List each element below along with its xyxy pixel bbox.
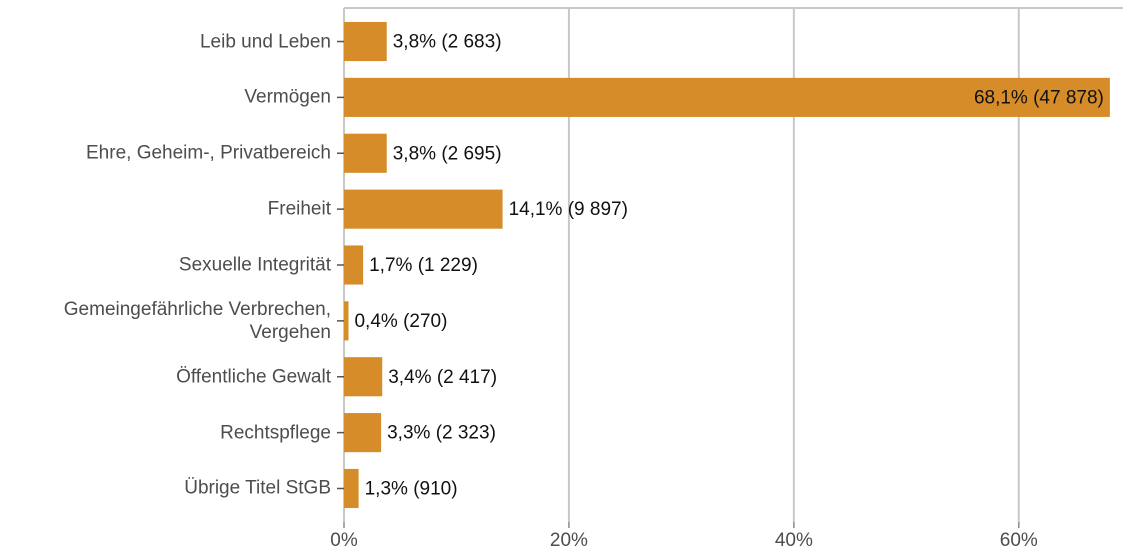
bar (344, 133, 387, 173)
bar (344, 357, 383, 397)
value-label: 0,4% (270) (354, 311, 447, 332)
bar (344, 468, 359, 509)
y-tick-label: Vermögen (244, 86, 331, 108)
bar (344, 77, 1110, 117)
y-tick-label: Rechtspflege (220, 422, 331, 444)
x-tick-label: 20% (550, 530, 588, 551)
value-label: 3,8% (2 695) (393, 143, 502, 164)
y-tick-label: Freiheit (267, 198, 331, 220)
y-tick-label: Ehre, Geheim-, Privatbereich (86, 142, 331, 164)
x-tick-label: 40% (775, 530, 813, 551)
bar (344, 245, 364, 285)
y-tick-label: Öffentliche Gewalt (176, 366, 331, 388)
value-label: 14,1% (9 897) (509, 199, 628, 220)
x-tick-label: 60% (1000, 530, 1038, 551)
x-tick-label: 0% (330, 530, 358, 551)
y-tick-label: Leib und Leben (199, 31, 331, 53)
bar (344, 301, 349, 341)
value-label: 3,3% (2 323) (387, 423, 496, 444)
value-label: 1,3% (910) (365, 478, 458, 499)
bar (344, 413, 382, 453)
value-label: 3,4% (2 417) (388, 367, 497, 388)
value-label: 3,8% (2 683) (393, 32, 502, 53)
y-tick-label: Gemeingefährliche Verbrechen, Vergehen (63, 298, 331, 343)
y-tick-label: Sexuelle Integrität (178, 254, 331, 276)
value-label: 68,1% (47 878) (974, 87, 1104, 108)
y-tick-label: Übrige Titel StGB (184, 477, 331, 499)
bar (344, 21, 387, 62)
value-label: 1,7% (1 229) (369, 255, 478, 276)
bar (344, 189, 503, 229)
